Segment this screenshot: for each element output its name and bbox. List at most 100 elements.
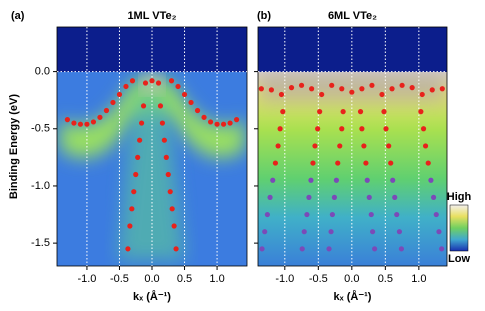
data-point xyxy=(97,114,103,120)
data-point xyxy=(201,114,207,120)
data-point xyxy=(157,103,164,109)
data-point xyxy=(90,119,97,125)
data-point xyxy=(349,89,355,95)
data-point xyxy=(366,194,372,200)
data-point xyxy=(181,91,188,98)
data-point xyxy=(129,206,135,212)
data-point xyxy=(127,223,133,229)
chart-title: 1ML VTe₂ xyxy=(127,10,176,22)
data-point xyxy=(308,177,314,183)
data-point xyxy=(149,78,155,84)
data-point xyxy=(439,246,445,252)
data-point xyxy=(277,126,283,132)
data-point xyxy=(364,177,370,183)
data-point xyxy=(317,109,323,115)
panel-label: (b) xyxy=(257,10,271,22)
data-point xyxy=(161,137,167,143)
data-point xyxy=(422,143,429,149)
data-point xyxy=(299,246,305,252)
data-point xyxy=(233,117,240,123)
data-point xyxy=(359,86,365,92)
data-point xyxy=(71,120,77,126)
x-tick-label: 1.0 xyxy=(411,273,426,285)
data-point xyxy=(430,194,437,200)
data-point xyxy=(370,229,376,235)
data-point xyxy=(188,99,194,106)
data-point xyxy=(258,86,264,92)
data-point xyxy=(398,246,405,252)
data-point xyxy=(368,211,374,218)
data-point xyxy=(133,171,139,178)
data-point xyxy=(339,126,345,132)
data-point xyxy=(420,126,427,132)
data-point xyxy=(123,83,129,90)
data-point xyxy=(340,109,346,115)
data-point xyxy=(278,91,285,98)
data-point xyxy=(138,120,145,126)
data-point xyxy=(175,83,181,90)
data-point xyxy=(396,229,403,235)
data-point xyxy=(103,107,110,114)
data-point xyxy=(425,160,431,166)
data-point xyxy=(383,126,389,132)
x-tick-label: 0.5 xyxy=(378,273,393,285)
data-point xyxy=(142,80,149,86)
data-point xyxy=(220,121,227,127)
data-point xyxy=(409,85,415,91)
data-point xyxy=(386,143,392,149)
x-tick-label: 0.0 xyxy=(144,273,159,285)
x-axis-label: kₓ (Å⁻¹) xyxy=(334,290,372,303)
data-point xyxy=(439,86,445,92)
data-point xyxy=(388,160,394,166)
data-point xyxy=(173,246,179,252)
data-point xyxy=(390,177,396,183)
data-point xyxy=(379,91,385,98)
y-axis-label: Binding Energy (eV) xyxy=(8,94,20,199)
data-point xyxy=(116,91,123,98)
y-tick-label: -1.5 xyxy=(31,237,50,249)
data-point xyxy=(131,189,137,195)
x-tick-label: 0.0 xyxy=(344,273,359,285)
panel-label: (a) xyxy=(11,10,25,22)
x-axis-label: kₓ (Å⁻¹) xyxy=(133,290,171,303)
data-point xyxy=(155,80,162,86)
colorbar xyxy=(449,204,469,252)
colorbar-high: High xyxy=(447,191,472,203)
data-point xyxy=(165,171,171,178)
data-point xyxy=(262,229,268,235)
data-point xyxy=(135,154,141,160)
data-point xyxy=(207,119,214,125)
x-tick-label: -1.0 xyxy=(275,273,294,285)
data-point xyxy=(312,143,318,149)
data-point xyxy=(363,160,369,166)
data-point xyxy=(267,194,273,200)
data-point xyxy=(309,86,315,92)
data-point xyxy=(399,82,405,88)
x-tick-label: 0.5 xyxy=(177,273,192,285)
data-point xyxy=(369,82,375,88)
data-point xyxy=(339,86,345,92)
data-point xyxy=(125,246,131,252)
data-point xyxy=(194,107,201,114)
data-point xyxy=(84,121,90,127)
data-point xyxy=(381,109,387,115)
data-point xyxy=(64,117,71,123)
colorbar-low: Low xyxy=(448,253,470,265)
data-point xyxy=(359,126,365,132)
data-point xyxy=(315,126,321,132)
data-point xyxy=(280,109,286,115)
data-point xyxy=(319,91,325,98)
x-tick-label: -1.0 xyxy=(77,273,96,285)
data-point xyxy=(329,211,335,218)
data-point xyxy=(357,109,364,115)
frame-b xyxy=(257,26,448,267)
data-point xyxy=(264,211,270,218)
data-point xyxy=(331,194,338,200)
data-point xyxy=(275,143,281,149)
data-point xyxy=(389,86,395,92)
data-point xyxy=(298,82,305,88)
data-point xyxy=(326,246,332,252)
data-point xyxy=(328,229,334,235)
data-point xyxy=(306,194,312,200)
data-point xyxy=(429,87,435,93)
